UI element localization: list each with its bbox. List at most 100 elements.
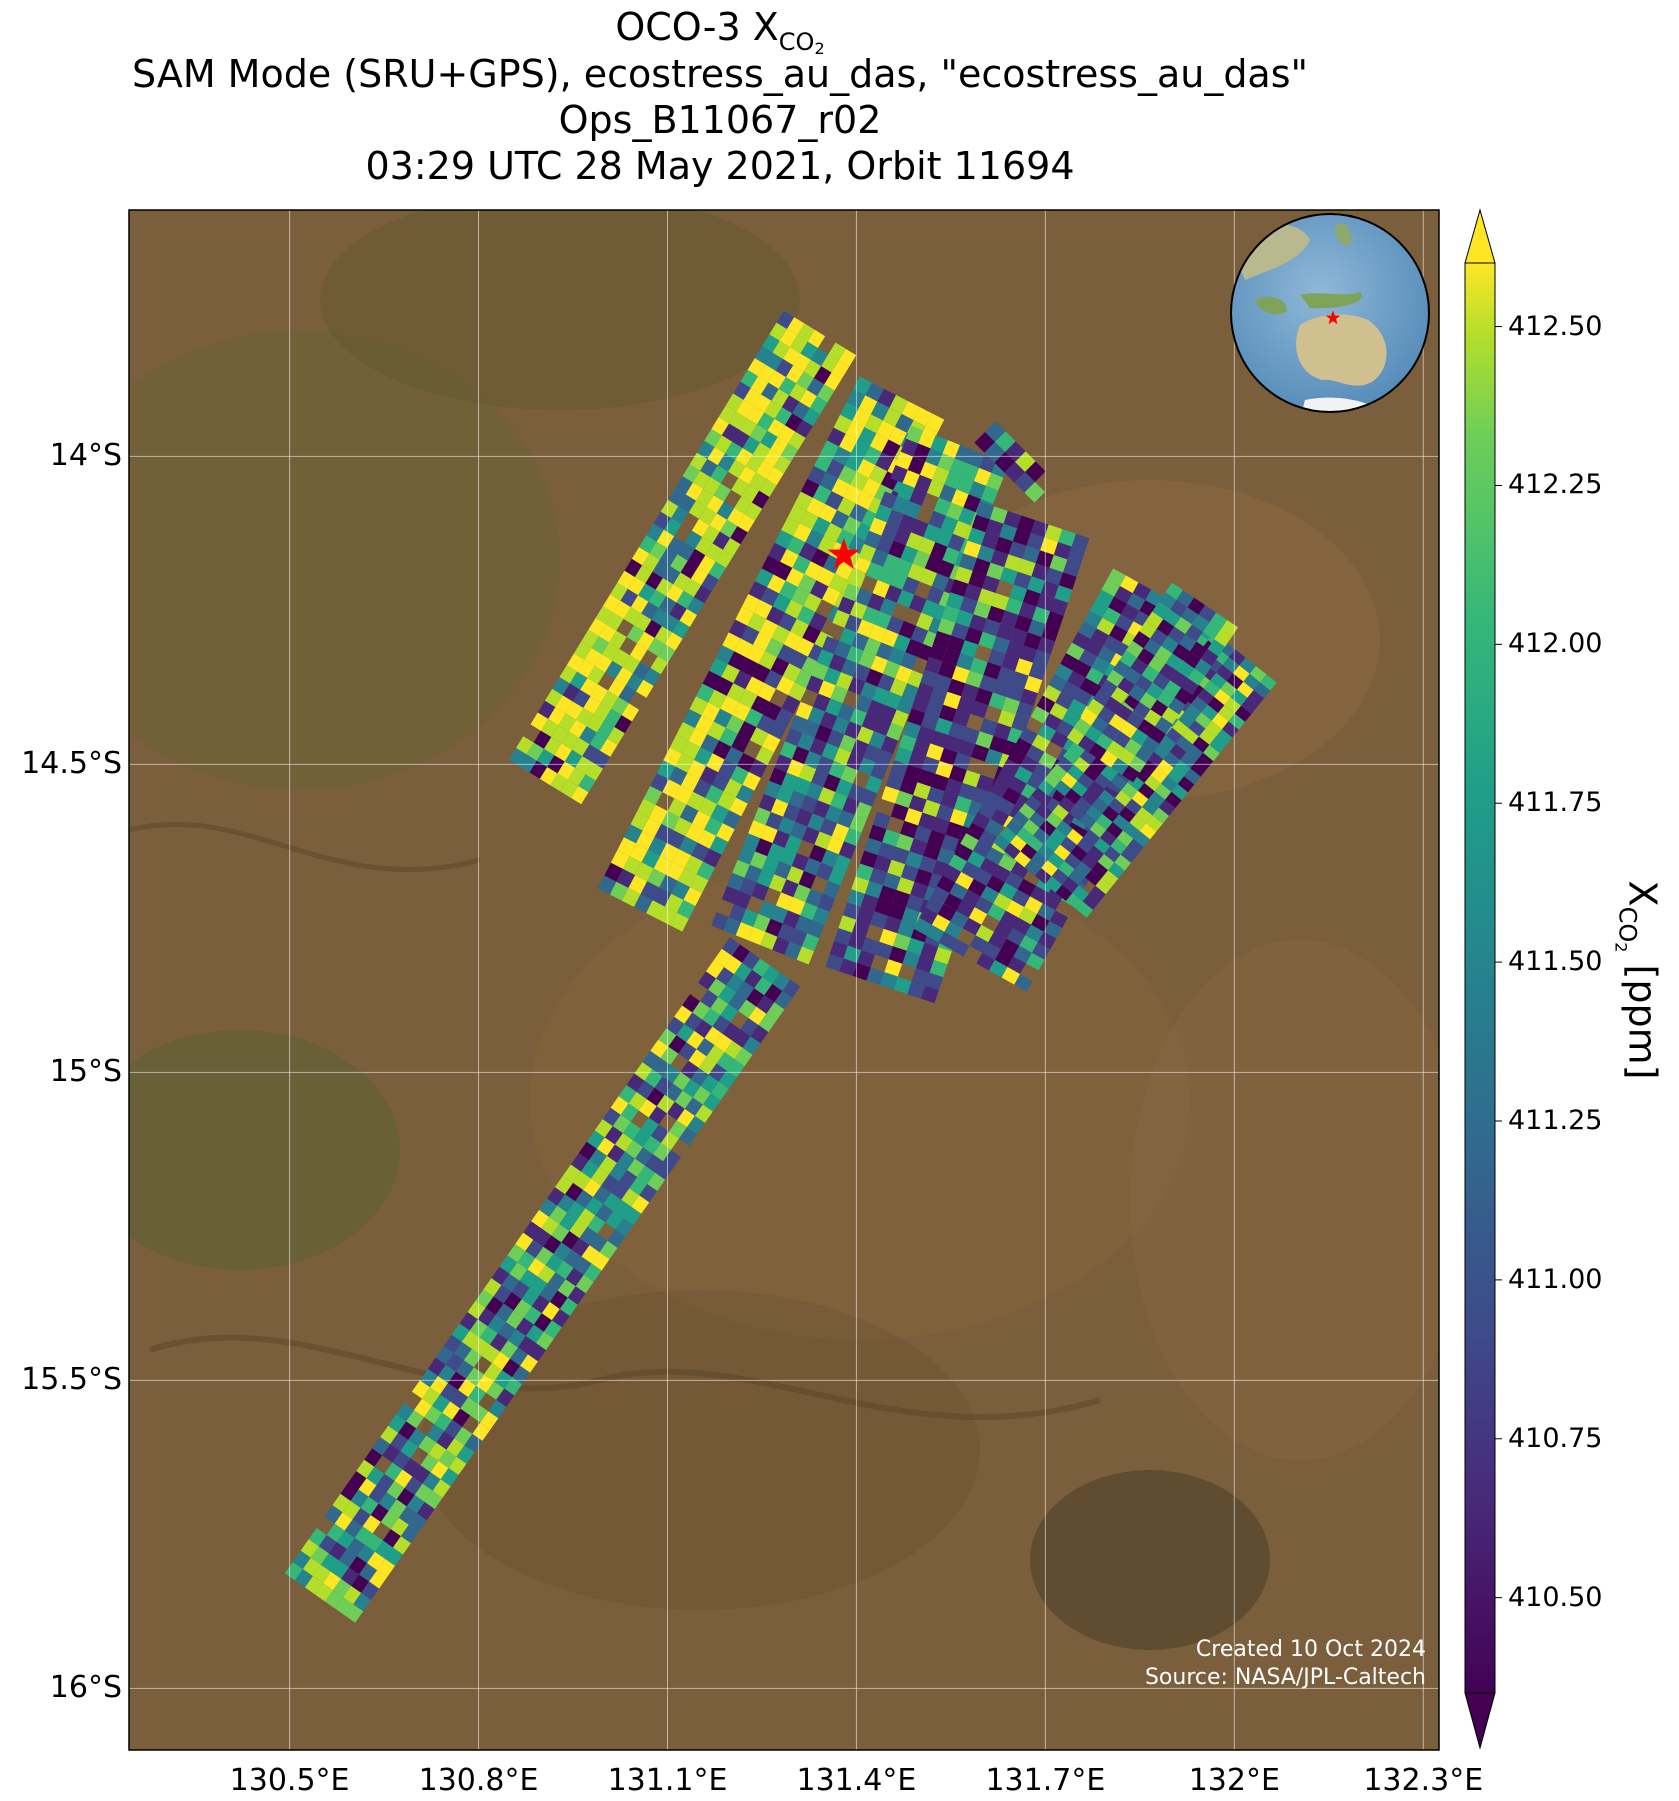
sounding-cell: [1241, 697, 1258, 715]
sounding-cell: [819, 711, 838, 730]
sounding-cell: [1066, 828, 1084, 845]
sounding-cell: [950, 910, 969, 929]
sounding-cell: [989, 506, 1008, 524]
sounding-cell: [599, 738, 618, 757]
sounding-cell: [1216, 664, 1233, 682]
sounding-cell: [828, 867, 846, 886]
sounding-cell: [797, 323, 815, 342]
sounding-cell: [621, 1188, 640, 1207]
sounding-cell: [895, 558, 913, 577]
sounding-cell: [650, 1039, 669, 1058]
sounding-cell: [1014, 615, 1033, 633]
sounding-cell: [567, 1201, 586, 1220]
sounding-cell: [667, 798, 687, 818]
sounding-cell: [703, 848, 722, 868]
sounding-cell: [702, 1008, 721, 1027]
sounding-cell: [830, 510, 850, 530]
sounding-cell: [533, 1313, 552, 1332]
sounding-cell: [589, 732, 608, 751]
sounding-cell: [752, 631, 772, 651]
sounding-cell: [1037, 931, 1057, 950]
sounding-cell: [967, 527, 986, 546]
sounding-cell: [348, 1471, 367, 1490]
sounding-cell: [1103, 635, 1122, 653]
sounding-cell: [890, 803, 909, 821]
lat-tick-label: 14°S: [49, 438, 122, 474]
sounding-cell: [832, 716, 850, 735]
sounding-cell: [1025, 924, 1044, 943]
sounding-cell: [984, 748, 1003, 767]
sounding-cell: [531, 1294, 550, 1314]
sounding-cell: [705, 543, 723, 562]
sounding-cell: [656, 529, 675, 548]
sounding-cell: [958, 507, 976, 526]
sounding-cell: [824, 491, 844, 511]
sounding-cell: [828, 573, 848, 593]
sounding-cell: [647, 1172, 666, 1192]
sounding-cell: [997, 666, 1015, 685]
sounding-cell: [1030, 706, 1050, 724]
sounding-cell: [805, 889, 823, 907]
sounding-cell: [967, 850, 986, 869]
sounding-cell: [551, 1309, 570, 1328]
sounding-cell: [947, 678, 966, 697]
sounding-cell: [956, 900, 975, 918]
sounding-cell: [302, 1557, 321, 1577]
sounding-cell: [938, 661, 957, 679]
sounding-cell: [600, 690, 619, 709]
sounding-cell: [912, 443, 931, 462]
sounding-cell: [736, 399, 754, 418]
sounding-cell: [459, 1312, 478, 1331]
sounding-cell: [1165, 582, 1183, 600]
sounding-cell: [1009, 584, 1028, 602]
sounding-cell: [838, 841, 857, 860]
sounding-cell: [924, 555, 943, 574]
sounding-cell: [982, 618, 1001, 637]
sounding-cell: [668, 488, 686, 507]
sounding-cell: [896, 877, 915, 895]
sounding-cell: [993, 893, 1012, 911]
sounding-cell: [489, 1333, 508, 1352]
sounding-cell: [579, 726, 597, 745]
sounding-cell: [1024, 675, 1043, 694]
sounding-cell: [1110, 838, 1127, 855]
sounding-cell: [613, 1199, 632, 1219]
sounding-cell: [842, 583, 861, 602]
sounding-cell: [845, 752, 864, 771]
sounding-cell: [1005, 900, 1025, 918]
sounding-cell: [804, 561, 823, 581]
sounding-cell: [811, 516, 831, 536]
sounding-cell: [692, 1086, 711, 1105]
sounding-cell: [1139, 823, 1157, 840]
sounding-cell: [990, 808, 1009, 826]
sounding-cell: [944, 778, 963, 796]
sounding-cell: [802, 407, 821, 427]
sounding-cell: [557, 1194, 576, 1213]
target-star-icon: [827, 537, 861, 569]
sounding-cell: [942, 864, 962, 883]
sounding-cell: [813, 453, 833, 473]
lat-tick-label: 15°S: [49, 1054, 122, 1090]
sounding-cell: [622, 856, 642, 876]
sounding-cell: [859, 788, 878, 807]
sounding-cell: [834, 640, 852, 659]
sounding-cell: [791, 586, 810, 606]
sounding-cell: [913, 917, 932, 936]
sounding-cell: [809, 396, 828, 415]
sounding-cell: [1060, 772, 1078, 789]
sounding-cell: [396, 1403, 414, 1422]
sounding-cell: [434, 1412, 453, 1432]
sounding-cell: [732, 1029, 751, 1048]
sounding-cell: [971, 514, 990, 533]
sounding-cell: [575, 756, 593, 775]
sounding-cell: [1002, 697, 1020, 715]
sounding-cell: [324, 1505, 343, 1524]
sounding-cell: [892, 890, 911, 908]
sounding-cell: [846, 645, 864, 664]
sounding-cell: [402, 1458, 421, 1477]
sounding-cell: [943, 735, 962, 753]
sounding-cell: [645, 571, 663, 590]
sounding-cell: [678, 1042, 697, 1061]
sounding-cell: [753, 807, 771, 826]
sounding-cell: [865, 382, 884, 402]
